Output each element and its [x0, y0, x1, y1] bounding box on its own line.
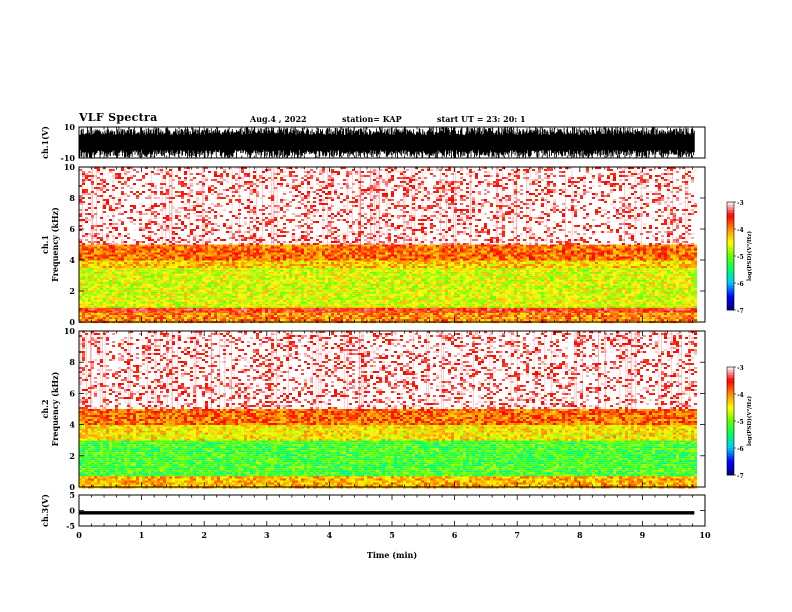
ch2-spectrogram-y-tick-0: 0: [69, 482, 75, 492]
ch1-spectrogram-image: [79, 167, 705, 324]
ch1-spectrogram-colorbar-tick--3: -3: [737, 200, 744, 207]
ch1-spectrogram-y-tick-0: 0: [69, 317, 75, 327]
ch2-spectrogram-colorbar-tick--6: -6: [737, 446, 744, 453]
ch1-spectrogram-colorbar-tick--5: -5: [737, 254, 744, 261]
ch1-spectrogram-y-tick-8: 8: [69, 193, 75, 203]
ch2-spectrogram-y-tick-6: 6: [69, 388, 75, 398]
station-label: station= KAP: [342, 114, 402, 124]
ch1-spectrogram-ylabel-0: ch.1: [40, 235, 50, 254]
ch2-spectrogram-colorbar-tick--7: -7: [737, 473, 744, 480]
x-tick-label-1: 1: [139, 530, 145, 540]
x-tick-label-0: 0: [76, 530, 82, 540]
ch2-spectrogram-colorbar-tick--4: -4: [737, 392, 744, 399]
ch3-waveform-y-tick--5: -5: [66, 521, 75, 531]
ch1-waveform-y-ticks: [79, 126, 705, 159]
x-tick-label-2: 2: [201, 530, 207, 540]
ch2-spectrogram-ylabel-0: ch.2: [40, 399, 50, 418]
ch2-spectrogram-colorbar-tick--5: -5: [737, 419, 744, 426]
x-tick-label-8: 8: [577, 530, 583, 540]
ch2-spectrogram-y-tick-2: 2: [69, 451, 75, 461]
ch1-waveform-ylabel-0: ch.1(V): [40, 126, 50, 159]
ch1-waveform-trace: [78, 127, 695, 158]
figure-title: VLF Spectra: [79, 111, 158, 124]
ch2-spectrogram-y-tick-4: 4: [69, 420, 75, 430]
x-tick-label-3: 3: [264, 530, 270, 540]
ch1-spectrogram-y-tick-10: 10: [64, 162, 76, 172]
x-tick-label-7: 7: [514, 530, 520, 540]
ch2-spectrogram-colorbar-tick--3: -3: [737, 365, 744, 372]
ch1-spectrogram-colorbar: [726, 201, 736, 311]
ch1-waveform-y-tick--10: -10: [61, 153, 76, 163]
time-ticks: [78, 495, 706, 526]
x-tick-label-4: 4: [327, 530, 333, 540]
x-axis-label: Time (min): [367, 550, 417, 560]
ch1-spectrogram-y-tick-4: 4: [69, 255, 75, 265]
ch3-waveform-y-tick-0: 0: [69, 506, 75, 516]
ch1-waveform-y-tick-10: 10: [64, 122, 76, 132]
x-tick-label-6: 6: [452, 530, 458, 540]
ch2-spectrogram-colorbar: [726, 366, 736, 476]
x-tick-label-5: 5: [389, 530, 395, 540]
time-ticks: [78, 331, 706, 487]
ch1-spectrogram-y-ticks: [79, 166, 705, 323]
ch2-spectrogram-image: [79, 331, 705, 489]
x-tick-label-10: 10: [699, 530, 711, 540]
date-label: Aug.4 , 2022: [250, 114, 307, 124]
ch1-spectrogram-colorbar-tick--4: -4: [737, 227, 744, 234]
ch2-spectrogram-y-tick-8: 8: [69, 357, 75, 367]
ch1-spectrogram-y-tick-2: 2: [69, 286, 75, 296]
ch1-spectrogram-ylabel-1: Frequency (kHz): [50, 207, 60, 282]
time-ticks: [78, 167, 706, 322]
ch3-waveform-y-tick-5: 5: [69, 490, 75, 500]
ch1-spectrogram-colorbar-tick--6: -6: [737, 281, 744, 288]
ch3-waveform-trace: [79, 511, 695, 515]
ch1-spectrogram-colorbar-label: log(PSD)(V²/Hz): [746, 231, 753, 281]
ch1-spectrogram-colorbar-tick--7: -7: [737, 308, 744, 315]
ch1-spectrogram-y-tick-6: 6: [69, 224, 75, 234]
ch2-spectrogram-y-ticks: [79, 330, 705, 488]
ch2-spectrogram-y-tick-10: 10: [64, 326, 76, 336]
ch3-waveform-ylabel-0: ch.3(V): [40, 494, 50, 527]
time-ticks: [78, 127, 706, 158]
x-tick-label-9: 9: [640, 530, 646, 540]
ch3-waveform-y-ticks: [79, 494, 705, 527]
ch2-spectrogram-colorbar-label: log(PSD)(V²/Hz): [746, 396, 753, 446]
ch2-spectrogram-ylabel-1: Frequency (kHz): [50, 371, 60, 446]
start-time-label: start UT = 23: 20: 1: [437, 114, 526, 124]
